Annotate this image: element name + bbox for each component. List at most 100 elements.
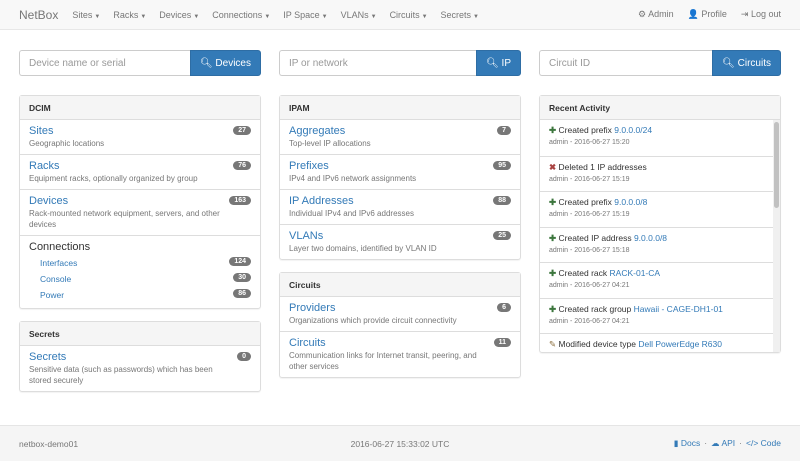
connection-link[interactable]: Power (40, 290, 65, 300)
plus-icon: ✚ (549, 125, 557, 135)
activity-meta: admin - 2016-06-27 04:21 (549, 282, 630, 289)
ip-search-button[interactable]: 🔍︎ IP (476, 50, 521, 76)
book-icon: ▮ (673, 438, 679, 448)
circuit-search: 🔍︎ Circuits (539, 50, 781, 76)
item-link[interactable]: VLANs (289, 230, 324, 242)
footer: netbox-demo01 2016-06-27 15:33:02 UTC ▮ … (0, 425, 800, 461)
item-link[interactable]: Providers (289, 302, 336, 314)
activity-action: Modified device type (558, 339, 639, 349)
panel-item: IP Addresses 88 Individual IPv4 and IPv6 a… (280, 189, 520, 224)
activity-meta: admin - 2016-06-27 15:20 (549, 139, 630, 146)
connection-link[interactable]: Console (40, 274, 72, 284)
activity-object-link[interactable]: 9.0.0.0/24 (614, 125, 653, 135)
activity-item: ✖ Deleted 1 IP addresses admin - 2016-06-… (540, 155, 780, 192)
activity-object-link[interactable]: 9.0.0.0/8 (633, 232, 668, 243)
activity-item: ✚ Created IP address 9.0.0.0/8 admin - 20… (540, 226, 780, 263)
connection-link[interactable]: Interfaces (40, 258, 78, 268)
activity-action: Created IP address (558, 232, 634, 243)
activity-action: Created prefix (558, 197, 615, 207)
activity-item: ✚ Created rack group Hawaii - CAGE-DH1-0… (540, 297, 780, 334)
cloud-icon: ☁ (711, 438, 720, 448)
delete-icon: ✖ (549, 161, 557, 172)
nav-menu-secrets[interactable]: Secrets ▼ (441, 10, 479, 20)
code-link[interactable]: </> Code (746, 438, 781, 449)
item-link[interactable]: Secrets (29, 351, 67, 363)
search-icon: 🔍︎ (722, 57, 735, 69)
item-description: Rack-mounted network equipment, servers,… (29, 209, 220, 229)
activity-object-link[interactable]: RACK-01-CA (609, 268, 661, 278)
caret-down-icon: ▼ (193, 13, 200, 20)
item-description: Geographic locations (29, 139, 105, 148)
search-icon: 🔍︎ (199, 57, 213, 69)
activity-action: Created rack (558, 268, 610, 278)
count-badge: 11 (493, 338, 511, 347)
code-label: Code (760, 438, 781, 448)
panel-item: Circuits 11 Communication links for Intern… (280, 331, 520, 377)
nav-menu-circuits[interactable]: Circuits ▼ (390, 10, 428, 20)
nav-menu-racks[interactable]: Racks ▼ (113, 10, 146, 20)
nav-menu-ip-space[interactable]: IP Space ▼ (283, 10, 327, 20)
activity-object-link[interactable]: Dell PowerEdge R630 (638, 339, 722, 349)
caret-down-icon: ▼ (421, 13, 428, 20)
dcim-panel: DCIM Sites 27 Geographic locations Racks 76 E… (19, 95, 261, 309)
logout-link[interactable]: ⇥ Log out (741, 9, 781, 20)
item-link[interactable]: Aggregates (289, 125, 346, 137)
plus-icon: ✚ (549, 197, 557, 207)
panel-item: Providers 6 Organizations which provide ci… (280, 297, 520, 331)
nav-menu-sites[interactable]: Sites ▼ (72, 10, 100, 20)
activity-object-link[interactable]: 9.0.0.0/8 (614, 197, 648, 207)
profile-label: Profile (701, 9, 727, 19)
device-search-button[interactable]: 🔍︎ Devices (189, 50, 261, 76)
item-link[interactable]: Devices (29, 195, 69, 207)
item-description: Individual IPv4 and IPv6 addresses (289, 209, 414, 218)
menu-label: Secrets (440, 9, 472, 20)
ip-search: 🔍︎ IP (279, 50, 521, 76)
circuit-search-button[interactable]: 🔍︎ Circuits (712, 50, 781, 76)
panel-heading: Secrets (20, 322, 260, 346)
admin-link[interactable]: ⚙ Admin (638, 9, 674, 20)
admin-label: Admin (648, 9, 674, 19)
item-link[interactable]: Prefixes (289, 160, 329, 172)
scrollbar-thumb[interactable] (774, 122, 779, 208)
column-activity: 🔍︎ Circuits Recent Activity ✚ Created pr… (539, 50, 781, 365)
api-link[interactable]: ☁ API (711, 438, 735, 449)
activity-action: Deleted 1 IP addresses (558, 161, 647, 172)
count-badge: 76 (233, 161, 251, 170)
caret-down-icon: ▼ (264, 13, 271, 20)
panel-heading: IPAM (280, 96, 520, 120)
gear-icon: ⚙ (638, 9, 647, 19)
docs-link[interactable]: ▮ Docs (674, 438, 700, 449)
menu-label: Racks (113, 9, 139, 20)
count-badge: 86 (233, 289, 251, 298)
device-search-input[interactable] (19, 50, 190, 76)
profile-link[interactable]: 👤 Profile (688, 9, 727, 20)
logout-icon: ⇥ (740, 9, 749, 19)
brand-logo[interactable]: NetBox (19, 7, 59, 22)
nav-menu-connections[interactable]: Connections ▼ (212, 10, 270, 20)
activity-meta: admin - 2016-06-27 04:21 (549, 317, 630, 325)
menu-label: IP Space (283, 9, 320, 20)
nav-menu-vlans[interactable]: VLANs ▼ (341, 10, 377, 20)
caret-down-icon: ▼ (140, 13, 147, 20)
connection-item: Interfaces 124 (29, 255, 251, 271)
item-link[interactable]: Sites (29, 125, 54, 137)
count-badge: 30 (233, 273, 251, 282)
panel-item: Prefixes 95 IPv4 and IPv6 network assignme… (280, 154, 520, 189)
item-description: Layer two domains, identified by VLAN ID (289, 244, 437, 253)
ip-search-input[interactable] (279, 50, 477, 76)
caret-down-icon: ▼ (94, 13, 101, 20)
circuit-search-input[interactable] (539, 50, 713, 76)
caret-down-icon: ▼ (473, 13, 479, 20)
activity-action: Created prefix (558, 125, 615, 135)
nav-menu-devices[interactable]: Devices ▼ (159, 10, 199, 20)
item-link[interactable]: Racks (29, 160, 60, 172)
activity-item: ✎ Modified device type Dell PowerEdge R6… (540, 333, 780, 352)
activity-item: ✚ Created prefix 9.0.0.0/8 admin - 2016-0… (540, 191, 780, 227)
docs-label: Docs (680, 438, 701, 448)
item-description: Sensitive data (such as passwords) which… (29, 365, 213, 385)
item-link[interactable]: IP Addresses (289, 195, 354, 207)
logout-label: Log out (750, 9, 781, 19)
scrollbar[interactable] (773, 120, 780, 352)
item-link[interactable]: Circuits (289, 337, 326, 349)
activity-object-link[interactable]: Hawaii - CAGE-DH1-01 (633, 303, 723, 314)
